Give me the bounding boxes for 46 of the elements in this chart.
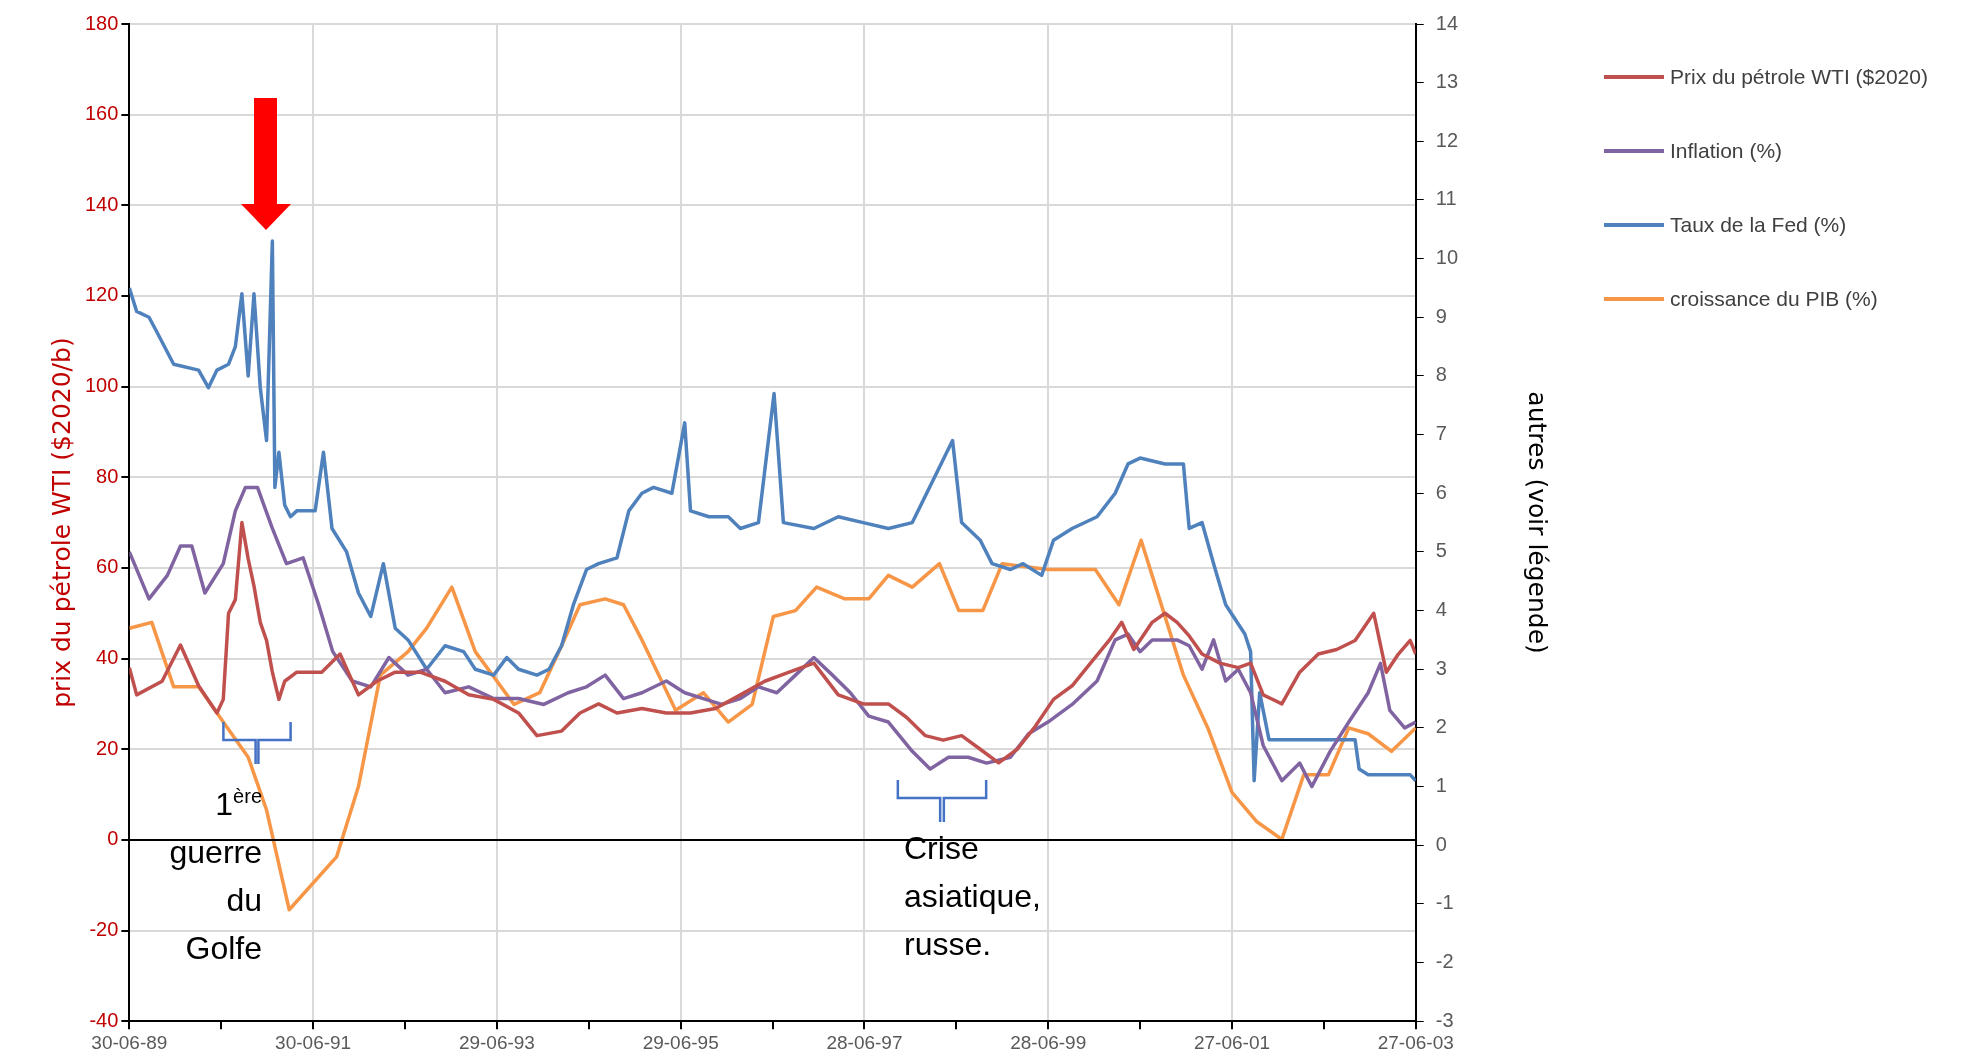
y-tick-label: 0 [107, 827, 119, 850]
y-tick-label: 180 [84, 11, 119, 34]
y2-tick-label: 12 [1435, 128, 1458, 151]
y2-axis-title: autres (voir légende) [1522, 391, 1552, 654]
y2-tick-label: 13 [1435, 70, 1458, 93]
x-tick-label: 28-06-97 [826, 1031, 903, 1053]
y2-tick-label: 9 [1435, 304, 1447, 327]
y2-tick-label: 11 [1435, 187, 1457, 210]
y2-tick-label: 5 [1435, 539, 1447, 562]
y-tick-label: 60 [96, 555, 119, 578]
y2-tick-label: 6 [1435, 480, 1447, 503]
y-tick-label: 140 [84, 192, 119, 215]
x-tick-label: 29-06-95 [642, 1031, 719, 1053]
x-tick-label: 27-06-03 [1377, 1031, 1454, 1053]
y2-tick-label: 8 [1435, 363, 1447, 386]
y2-tick-label: -3 [1435, 1008, 1454, 1031]
y2-tick-label: -1 [1435, 891, 1454, 914]
x-tick-label: 27-06-01 [1193, 1031, 1271, 1053]
y-tick-label: 20 [96, 736, 119, 759]
y-tick-label: -40 [89, 1008, 119, 1031]
legend-label: Prix du pétrole WTI ($2020) [1670, 65, 1928, 89]
y-tick-label: -20 [89, 918, 119, 941]
y-tick-label: 160 [84, 102, 119, 125]
y2-tick-label: 7 [1435, 422, 1447, 445]
x-tick-label: 30-06-89 [91, 1031, 168, 1053]
y-axis-title: prix du pétrole WTI ($2020/b) [46, 337, 76, 708]
y2-tick-label: 14 [1435, 11, 1458, 34]
y2-tick-label: 2 [1435, 715, 1447, 738]
x-tick-label: 30-06-91 [275, 1031, 352, 1053]
text: 1$^{ère}$ guerre du Golfe [169, 785, 262, 966]
y-tick-label: 120 [84, 283, 119, 306]
legend-label: croissance du PIB (%) [1670, 287, 1878, 311]
x-tick-label: 29-06-93 [458, 1031, 535, 1053]
annotation: Crise asiatique, russe. [904, 829, 1042, 964]
y-tick-label: 80 [96, 464, 119, 487]
y-tick-label: 100 [84, 374, 119, 397]
y2-tick-label: 3 [1435, 656, 1447, 679]
legend-label: Inflation (%) [1670, 139, 1783, 163]
x-tick-label: 28-06-99 [1010, 1031, 1087, 1053]
y2-tick-label: 10 [1435, 246, 1458, 269]
y2-tick-label: 1 [1435, 774, 1447, 797]
y2-tick-label: -2 [1435, 950, 1454, 973]
legend-label: Taux de la Fed (%) [1670, 213, 1847, 237]
y2-tick-label: 0 [1435, 832, 1447, 855]
y2-tick-label: 4 [1435, 598, 1447, 621]
y-tick-label: 40 [96, 646, 119, 669]
